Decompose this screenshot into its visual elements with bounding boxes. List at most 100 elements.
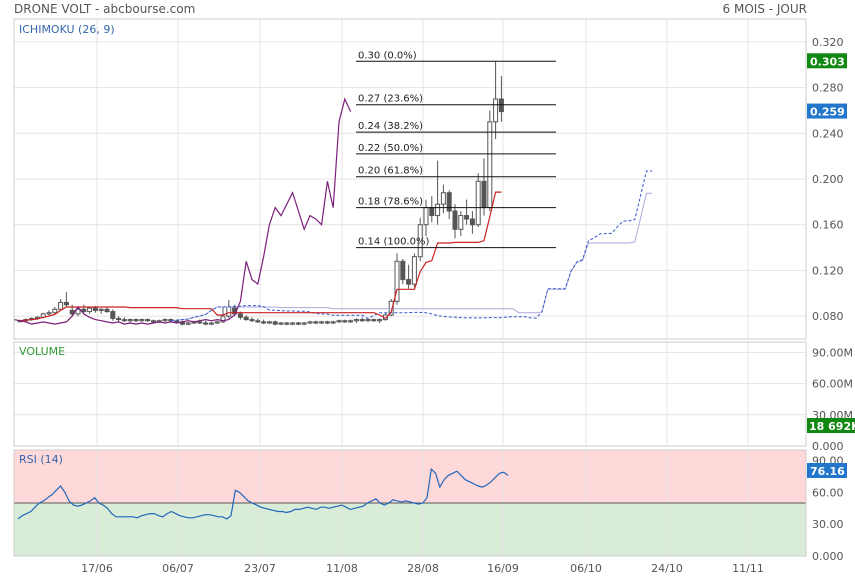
panel-frame — [13, 341, 807, 447]
candle-body — [330, 321, 336, 324]
ichimoku-kijun — [19, 191, 502, 322]
rsi-oversold-zone — [14, 503, 806, 556]
panel-frame — [13, 18, 807, 340]
candle-body — [249, 319, 255, 322]
candle-body — [226, 306, 232, 317]
candle-body — [336, 320, 342, 323]
candle-body — [162, 319, 168, 322]
price-axis-tick: 0.240 — [812, 127, 844, 140]
candle-body — [150, 320, 156, 323]
rsi-axis-tick: 0.000 — [812, 550, 844, 563]
chart-title: DRONE VOLT - abcbourse.com — [14, 2, 196, 16]
candle-body — [452, 210, 458, 230]
price-axis-tick: 0.320 — [812, 36, 844, 49]
candle-body — [208, 322, 214, 325]
rsi-panel-label: RSI (14) — [19, 453, 63, 466]
candle-body — [371, 319, 377, 322]
candle-body — [481, 180, 487, 209]
candle-body — [417, 224, 423, 258]
rsi-badge-label: 76.16 — [810, 465, 845, 478]
candle-body — [92, 307, 98, 311]
candle-body — [121, 319, 127, 322]
candle-body — [290, 322, 296, 325]
candle-body — [52, 308, 58, 314]
candle-body — [237, 313, 243, 318]
price-axis-tick: 0.200 — [812, 173, 844, 186]
candle-body — [261, 321, 267, 324]
volume-axis-tick: 60.00M — [812, 378, 853, 391]
candle-body — [411, 256, 417, 285]
candle-body — [116, 317, 122, 321]
volume-badge — [807, 418, 855, 433]
fib-level-label: 0.27 (23.6%) — [358, 94, 423, 105]
x-axis-tick: 11/08 — [326, 562, 358, 575]
ichimoku-span-b — [170, 192, 653, 322]
candle-body — [464, 215, 470, 220]
fib-level-label: 0.14 (100.0%) — [358, 237, 429, 248]
x-axis-tick: 06/10 — [570, 562, 602, 575]
volume-badge-label: 18 692K — [809, 420, 855, 433]
price-badge — [807, 53, 847, 69]
candle-body — [104, 308, 110, 313]
candle-body — [324, 321, 330, 324]
volume-axis-tick: 90.00M — [812, 346, 853, 359]
candle-body — [220, 315, 226, 323]
candle-body — [487, 121, 493, 209]
fib-level-label: 0.22 (50.0%) — [358, 143, 423, 154]
candle-body — [46, 312, 52, 315]
ichimoku-chikou — [14, 97, 352, 325]
candle-body — [446, 192, 452, 212]
candle-body — [98, 308, 104, 311]
candle-body — [185, 322, 191, 325]
fib-level-label: 0.20 (61.8%) — [358, 166, 423, 177]
panel-frame — [13, 449, 807, 557]
candle-body — [394, 260, 400, 302]
candle-body — [139, 319, 145, 322]
candle-body — [388, 300, 394, 316]
candle-body — [266, 321, 272, 324]
candle-body — [243, 316, 249, 321]
ichimoku-span-a — [170, 170, 653, 322]
x-axis-tick: 23/07 — [244, 562, 276, 575]
candle-body — [295, 322, 301, 325]
candle-body — [400, 260, 406, 281]
candle-body — [307, 321, 313, 324]
price-axis-tick: 0.160 — [812, 219, 844, 232]
x-axis-tick: 06/07 — [162, 562, 194, 575]
rsi-overbought-zone — [14, 450, 806, 503]
candle-body — [406, 279, 412, 285]
candle-body — [278, 322, 284, 325]
price-axis-tick: 0.120 — [812, 264, 844, 277]
x-axis-tick: 28/08 — [407, 562, 439, 575]
candle-body — [197, 321, 203, 324]
candle-body — [133, 319, 139, 322]
candle-body — [353, 319, 359, 322]
candle-body — [458, 215, 464, 230]
candle-body — [319, 321, 325, 324]
rsi-badge — [807, 463, 847, 478]
candle-body — [81, 308, 87, 313]
candle-body — [313, 321, 319, 324]
candle-body — [58, 301, 64, 310]
candle-body — [214, 321, 220, 324]
rsi-axis-tick: 60.00 — [812, 486, 844, 499]
rsi-axis-tick: 30.00 — [812, 518, 844, 531]
candle-body — [377, 319, 383, 322]
candle-body — [174, 320, 180, 323]
candle-body — [284, 322, 290, 325]
period-label: 6 MOIS - JOUR — [722, 2, 807, 16]
candle-body — [203, 322, 209, 325]
volume-panel-label: VOLUME — [19, 345, 65, 358]
fib-level-label: 0.30 (0.0%) — [358, 50, 417, 61]
candle-body — [255, 320, 261, 323]
x-axis-tick: 17/06 — [81, 562, 113, 575]
candle-body — [435, 203, 441, 217]
fib-level-label: 0.18 (78.6%) — [358, 197, 423, 208]
candle-body — [145, 319, 151, 322]
price-panel-label: ICHIMOKU (26, 9) — [19, 23, 115, 36]
fib-level-label: 0.24 (38.2%) — [358, 121, 423, 132]
candle-body — [87, 307, 93, 313]
candle-body — [423, 207, 429, 226]
candle-body — [272, 321, 278, 325]
